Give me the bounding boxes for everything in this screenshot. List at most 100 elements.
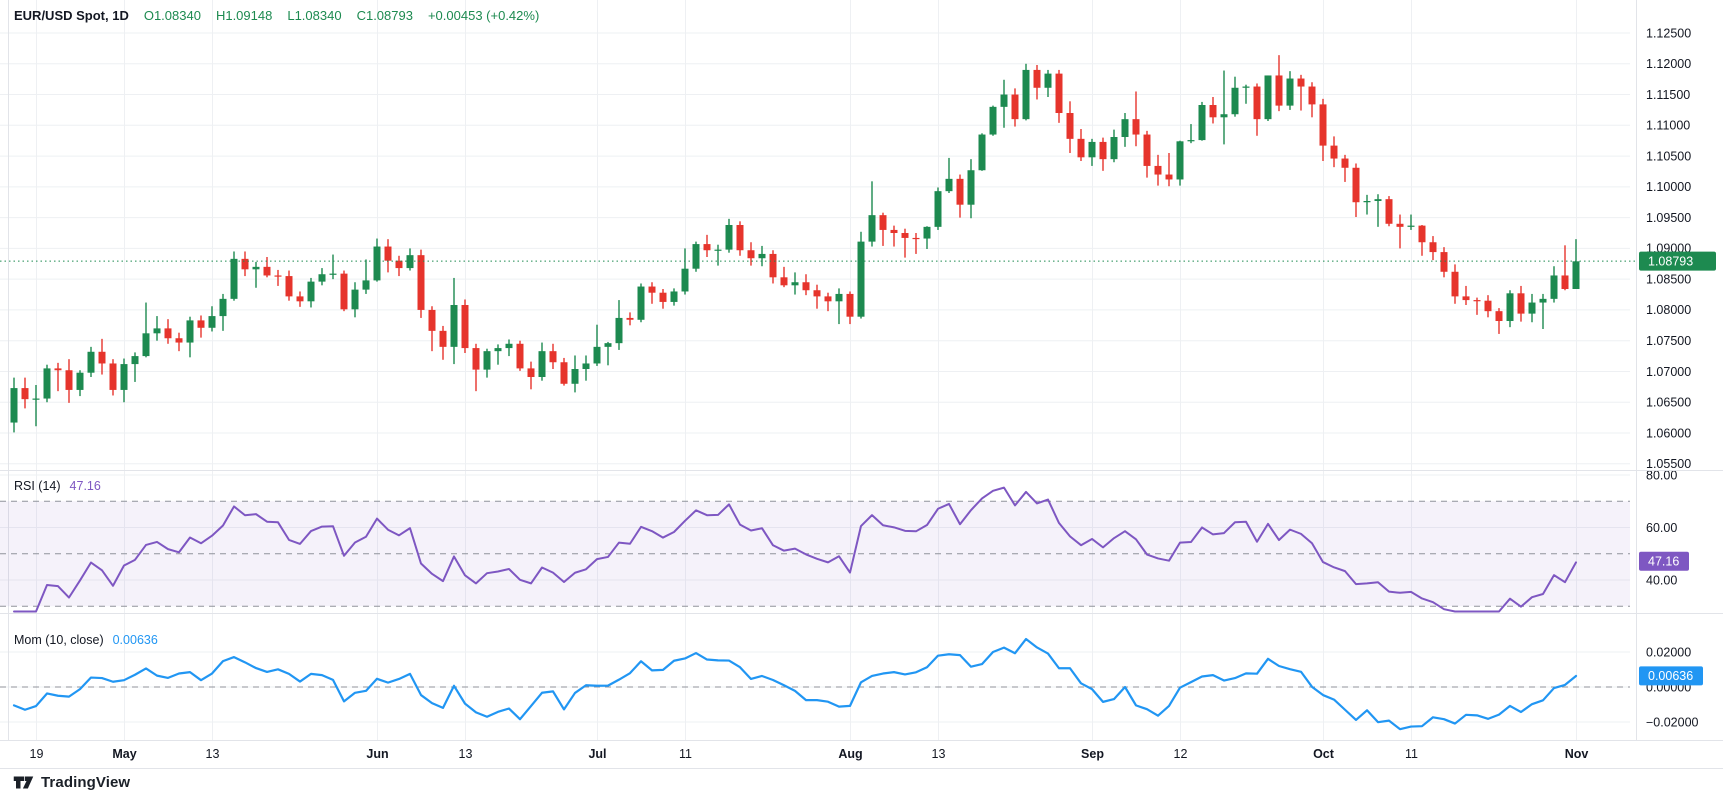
candle-up	[505, 343, 513, 349]
ohlc-low: L1.08340	[287, 8, 342, 23]
time-axis-label: 13	[206, 747, 220, 761]
candle-up	[538, 351, 546, 378]
candle-down	[1517, 293, 1525, 314]
momentum-line	[12, 637, 1578, 731]
tradingview-attribution[interactable]: TradingView	[13, 773, 130, 792]
candle-down	[21, 388, 29, 400]
candle-up	[230, 258, 238, 299]
candle-down	[340, 273, 348, 310]
candle-down	[1341, 158, 1349, 168]
candle-down	[472, 348, 480, 370]
momentum-pane-legend[interactable]: Mom (10, close) 0.00636	[14, 633, 158, 647]
candle-down	[1165, 174, 1173, 180]
candle-down	[164, 328, 172, 339]
symbol-title[interactable]: EUR/USD Spot, 1D	[14, 8, 129, 23]
candle-up	[945, 178, 953, 192]
candle-down	[516, 343, 524, 369]
candle-down	[747, 250, 755, 259]
rsi-axis-label: 60.00	[1646, 521, 1677, 535]
candle-down	[626, 317, 634, 320]
candle-down	[1385, 199, 1393, 224]
time-axis-label: Sep	[1081, 747, 1104, 761]
candle-up	[857, 241, 865, 317]
candle-up	[10, 388, 18, 423]
price-axis-label: 1.07000	[1646, 365, 1691, 379]
candle-up	[1407, 225, 1415, 227]
time-axis-label: 13	[459, 747, 473, 761]
rsi-value: 47.16	[69, 479, 101, 493]
candle-down	[417, 255, 425, 310]
candle-up	[571, 369, 579, 384]
time-axis-label: Jun	[366, 747, 388, 761]
rsi-axis-label: 40.00	[1646, 573, 1677, 587]
candle-down	[1451, 271, 1459, 297]
candle-up	[1550, 275, 1558, 299]
candle-down	[769, 253, 777, 278]
candle-down	[1077, 138, 1085, 158]
candle-down	[802, 282, 810, 291]
candle-up	[131, 356, 139, 365]
rsi-axis-label: 80.00	[1646, 468, 1677, 482]
candle-up	[329, 273, 337, 275]
price-axis-label: 1.10000	[1646, 180, 1691, 194]
candle-up	[1264, 75, 1272, 120]
candle-up	[615, 317, 623, 344]
price-axis[interactable]	[1636, 0, 1723, 740]
candle-up	[219, 298, 227, 317]
candle-up	[604, 343, 612, 347]
candle-down	[1275, 75, 1283, 106]
candle-down	[549, 351, 557, 363]
rsi-line	[13, 486, 1577, 613]
candle-up	[670, 291, 678, 302]
candle-down	[1440, 252, 1448, 272]
candle-down	[1132, 119, 1140, 135]
candle-down	[659, 292, 667, 302]
time-axis[interactable]	[0, 740, 1723, 768]
candle-up	[307, 281, 315, 302]
candle-down	[1495, 311, 1503, 322]
candle-down	[1352, 167, 1360, 203]
candle-down	[197, 320, 205, 328]
time-axis-label: 12	[1174, 747, 1188, 761]
candle-up	[318, 274, 326, 282]
candle-down	[1484, 300, 1492, 312]
last-price-badge	[1639, 251, 1716, 271]
candle-up	[1110, 137, 1118, 160]
tradingview-logo-icon	[13, 776, 34, 789]
time-axis-label: Oct	[1313, 747, 1335, 761]
price-axis-label: 1.10500	[1646, 149, 1691, 163]
candle-down	[648, 286, 656, 293]
candle-up	[1506, 293, 1514, 322]
candle-up	[208, 316, 216, 328]
candle-down	[1418, 225, 1426, 243]
candle-down	[1143, 134, 1151, 166]
candle-down	[54, 368, 62, 371]
momentum-axis-label: 0.02000	[1646, 645, 1691, 659]
candle-up	[978, 134, 986, 171]
candle-up	[32, 398, 40, 400]
candle-down	[439, 330, 447, 347]
price-axis-label: 1.08000	[1646, 303, 1691, 317]
candle-down	[1396, 223, 1404, 227]
candle-down	[285, 276, 293, 297]
price-axis-label: 1.12000	[1646, 57, 1691, 71]
candle-down	[703, 244, 711, 251]
ohlc-high: H1.09148	[215, 8, 273, 23]
price-axis-label: 1.07500	[1646, 334, 1691, 348]
time-axis-label: Aug	[838, 747, 862, 761]
candle-down	[1099, 141, 1107, 160]
candle-down	[956, 178, 964, 205]
candle-up	[76, 372, 84, 390]
candle-up	[1187, 140, 1195, 142]
rsi-pane-legend[interactable]: RSI (14) 47.16	[14, 479, 101, 493]
candle-up	[923, 226, 931, 239]
time-axis-label: Jul	[588, 747, 606, 761]
candle-up	[351, 289, 359, 310]
candle-up	[1176, 141, 1184, 180]
candle-down	[1330, 145, 1338, 159]
candle-down	[65, 370, 73, 390]
candle-down	[1033, 69, 1041, 88]
rsi-label: RSI (14)	[14, 479, 61, 493]
candle-down	[846, 293, 854, 317]
